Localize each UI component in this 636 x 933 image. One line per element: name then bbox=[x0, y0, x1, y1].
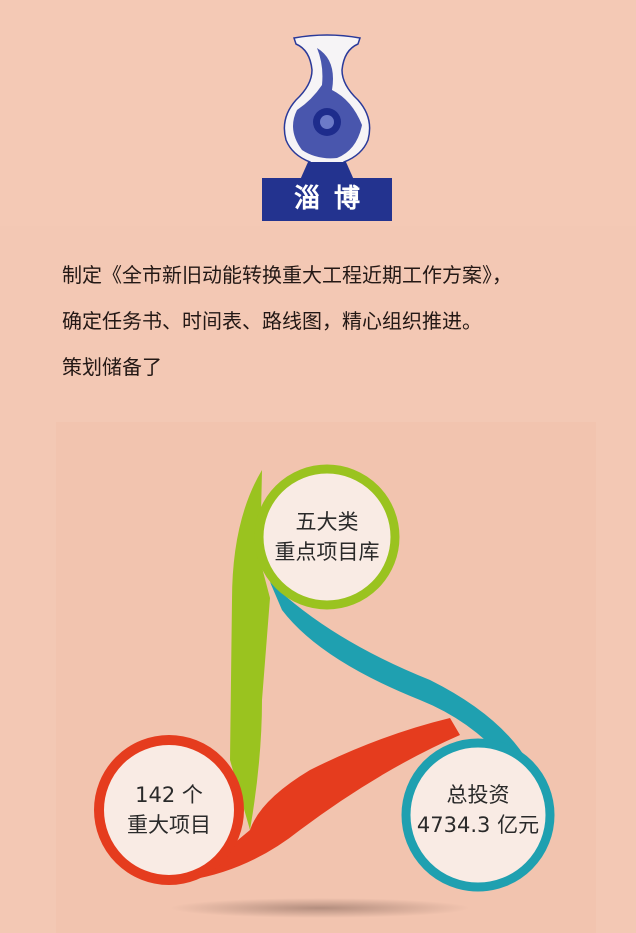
node-line: 4734.3 亿元 bbox=[416, 813, 540, 837]
node-line: 重大项目 bbox=[127, 813, 211, 837]
node-line: 142 个 bbox=[135, 783, 203, 807]
node-project-library: 五大类 重点项目库 bbox=[257, 507, 397, 567]
node-circle-teal bbox=[401, 738, 555, 892]
ground-shadow bbox=[170, 898, 470, 918]
node-line: 重点项目库 bbox=[274, 540, 380, 564]
intro-text: 制定《全市新旧动能转换重大工程近期工作方案》， 确定任务书、时间表、路线图，精心… bbox=[62, 252, 622, 390]
vase-icon bbox=[283, 34, 371, 181]
intro-line: 制定《全市新旧动能转换重大工程近期工作方案》， bbox=[62, 263, 512, 287]
node-circle-green bbox=[254, 464, 400, 610]
node-line: 五大类 bbox=[295, 510, 359, 534]
intro-line: 策划储备了 bbox=[62, 355, 162, 379]
ribbon-teal bbox=[270, 582, 535, 775]
node-major-projects: 142 个 重大项目 bbox=[99, 780, 239, 840]
node-circle-red bbox=[94, 735, 244, 885]
node-line: 总投资 bbox=[446, 783, 510, 807]
ribbon-red bbox=[190, 718, 460, 880]
node-total-investment: 总投资 4734.3 亿元 bbox=[403, 780, 553, 840]
city-label: 淄博 bbox=[262, 178, 392, 221]
intro-line: 确定任务书、时间表、路线图，精心组织推进。 bbox=[62, 309, 482, 333]
